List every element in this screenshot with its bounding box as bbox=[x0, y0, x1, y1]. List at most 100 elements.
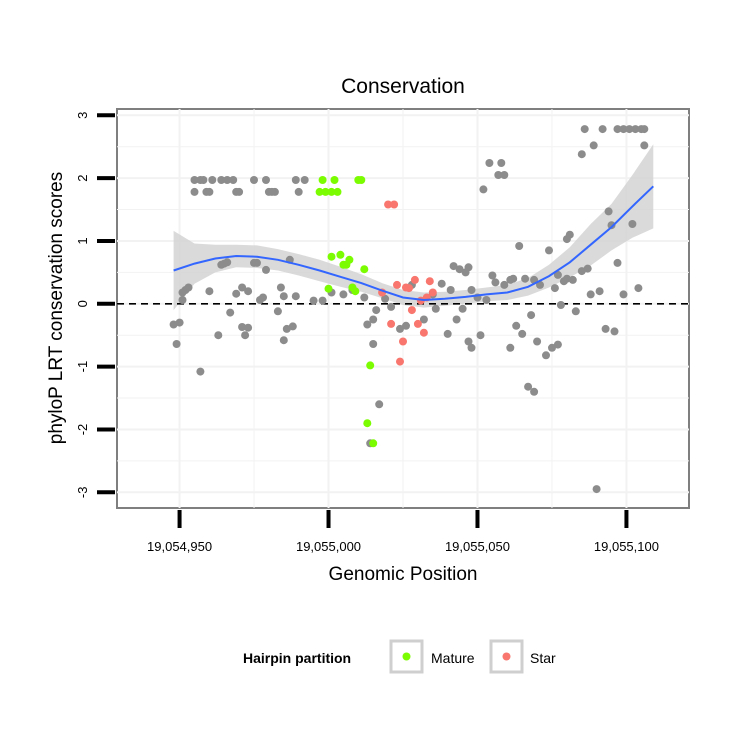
y-tick-label: 3 bbox=[75, 112, 90, 119]
point-other bbox=[175, 318, 184, 327]
y-tick-label: 0 bbox=[75, 300, 90, 307]
point-star bbox=[413, 319, 422, 328]
point-other bbox=[291, 292, 300, 301]
point-other bbox=[250, 176, 258, 184]
point-other bbox=[482, 296, 491, 304]
y-tick-label: -3 bbox=[75, 487, 90, 499]
point-other bbox=[589, 141, 598, 150]
point-other bbox=[485, 159, 494, 167]
point-other bbox=[601, 324, 610, 333]
point-other bbox=[381, 294, 390, 303]
point-other bbox=[279, 336, 288, 345]
confidence-ribbon bbox=[173, 144, 654, 311]
point-other bbox=[241, 331, 250, 340]
point-other bbox=[518, 329, 527, 338]
point-other bbox=[172, 340, 181, 348]
point-other bbox=[205, 287, 214, 296]
point-mature bbox=[336, 250, 345, 259]
point-other bbox=[309, 296, 318, 305]
point-other bbox=[235, 187, 244, 196]
point-other bbox=[339, 290, 348, 299]
point-other bbox=[190, 187, 199, 196]
point-mature bbox=[333, 187, 342, 196]
x-axis-title: Genomic Position bbox=[329, 564, 478, 585]
point-star bbox=[387, 319, 396, 328]
point-mature bbox=[327, 187, 336, 196]
point-other bbox=[545, 246, 553, 255]
point-other bbox=[259, 293, 267, 302]
chart-title: Conservation bbox=[341, 75, 465, 98]
point-star bbox=[399, 337, 407, 346]
point-other bbox=[270, 187, 279, 196]
point-other bbox=[199, 176, 208, 184]
point-other bbox=[226, 308, 235, 317]
point-other bbox=[530, 387, 539, 396]
point-other bbox=[467, 343, 476, 352]
point-other bbox=[360, 293, 369, 302]
x-tick-label: 19,055,100 bbox=[594, 539, 659, 554]
point-other bbox=[464, 337, 473, 346]
point-other bbox=[509, 274, 518, 283]
point-star bbox=[405, 284, 413, 293]
point-other bbox=[178, 296, 187, 304]
point-other bbox=[431, 304, 440, 313]
point-other bbox=[595, 287, 604, 296]
y-tick-label: -1 bbox=[75, 361, 90, 373]
point-other bbox=[419, 315, 428, 324]
legend-label-mature: Mature bbox=[431, 650, 475, 666]
point-mature bbox=[357, 176, 366, 184]
point-other bbox=[282, 324, 291, 333]
point-other bbox=[497, 159, 506, 167]
point-star bbox=[393, 280, 401, 289]
point-other bbox=[467, 286, 476, 294]
point-other bbox=[527, 311, 536, 320]
point-other bbox=[536, 280, 544, 289]
point-other bbox=[238, 283, 247, 292]
point-other bbox=[512, 321, 521, 330]
point-other bbox=[521, 274, 530, 283]
point-mature bbox=[321, 187, 330, 196]
point-other bbox=[634, 284, 643, 293]
point-other bbox=[640, 125, 649, 134]
point-other bbox=[491, 278, 500, 287]
y-axis: -3 -2 -1 0 1 2 3 bbox=[75, 112, 115, 498]
point-other bbox=[479, 185, 488, 194]
y-axis-title: phyloP LRT conservation scores bbox=[46, 172, 67, 445]
gridlines bbox=[117, 109, 689, 508]
point-other bbox=[232, 289, 241, 298]
legend-title: Hairpin partition bbox=[243, 650, 351, 666]
point-mature bbox=[330, 176, 339, 184]
point-other bbox=[488, 271, 497, 280]
point-mature bbox=[324, 284, 333, 293]
point-star bbox=[425, 277, 434, 286]
point-star bbox=[428, 288, 437, 297]
point-mature bbox=[318, 176, 327, 184]
point-mature bbox=[351, 287, 360, 296]
point-other bbox=[592, 485, 601, 494]
point-other bbox=[208, 176, 217, 184]
x-tick-label: 19,055,000 bbox=[296, 539, 361, 554]
point-other bbox=[464, 263, 473, 272]
point-other bbox=[223, 176, 232, 184]
y-tick-label: 2 bbox=[75, 174, 90, 181]
point-mature bbox=[366, 361, 375, 370]
legend: Hairpin partition Mature Star bbox=[243, 639, 556, 674]
point-other bbox=[223, 258, 232, 267]
point-other bbox=[610, 327, 619, 336]
point-other bbox=[363, 320, 372, 329]
legend-dot-star bbox=[502, 652, 511, 661]
point-other bbox=[205, 187, 214, 196]
y-tick-label: 1 bbox=[75, 237, 90, 244]
point-other bbox=[396, 324, 404, 333]
point-other bbox=[604, 207, 613, 216]
point-other bbox=[568, 275, 577, 284]
point-other bbox=[553, 270, 562, 279]
point-other bbox=[229, 176, 238, 184]
point-mature bbox=[369, 439, 378, 448]
point-other bbox=[476, 331, 485, 340]
point-other bbox=[619, 125, 628, 134]
point-other bbox=[369, 315, 378, 324]
point-other bbox=[288, 322, 297, 331]
point-other bbox=[279, 292, 288, 301]
point-other bbox=[533, 337, 542, 346]
